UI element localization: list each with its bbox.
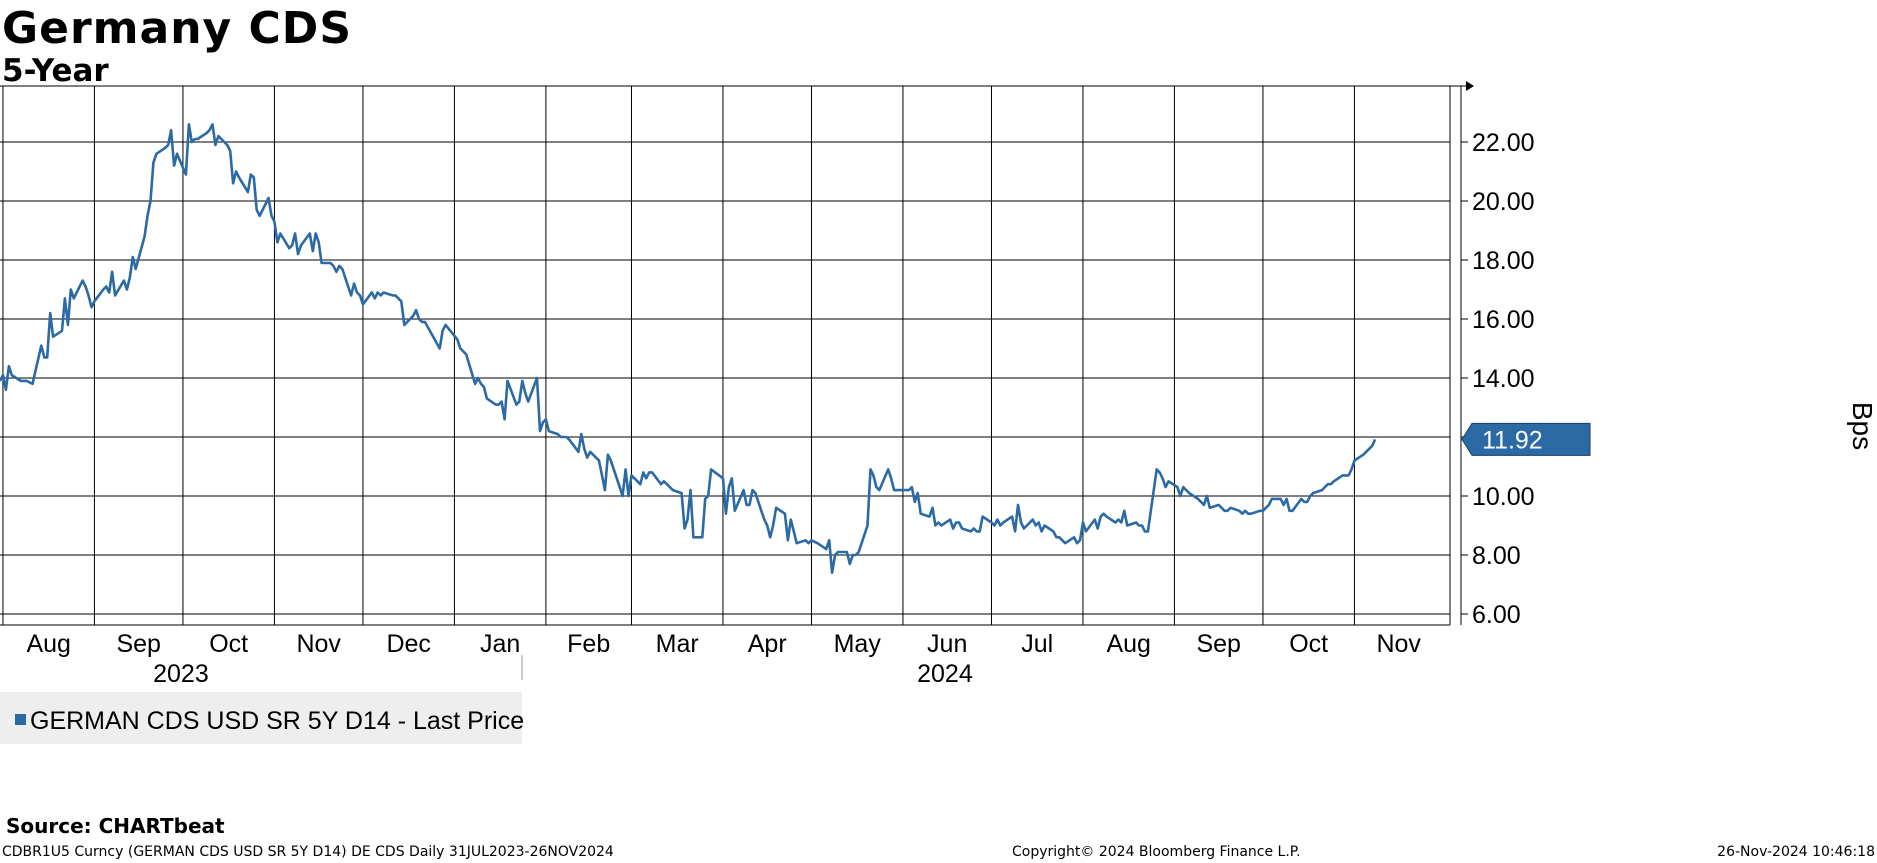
chart-title: Germany CDS <box>2 3 353 54</box>
y-tick-label-0: 6.00 <box>1472 601 1521 629</box>
x-tick-label-5: Jan <box>480 630 520 658</box>
x-tick-label-7: Mar <box>656 630 699 658</box>
y-axis-label: Bps <box>1847 402 1877 450</box>
y-tick-label-6: 18.00 <box>1472 247 1535 275</box>
x-tick-label-4: Dec <box>386 630 430 658</box>
legend-background <box>0 692 522 744</box>
y-tick-label-2: 10.00 <box>1472 483 1535 511</box>
x-tick-label-3: Nov <box>296 630 341 658</box>
x-axis-month-labels: Aug Sep Oct Nov Dec Jan Feb Mar Apr May Jun Jul Aug S… <box>26 630 1421 658</box>
x-tick-label-1: Sep <box>116 630 160 658</box>
chart: 6.008.0010.0012.0014.0016.0018.0020.0022… <box>0 81 1877 744</box>
y-tick-label-4: 14.00 <box>1472 365 1535 393</box>
x-tick-label-6: Feb <box>567 630 610 658</box>
last-value-text: 11.92 <box>1482 426 1543 454</box>
x-tick-label-10: Jun <box>927 630 967 658</box>
year-label-1: 2024 <box>917 660 973 688</box>
x-tick-label-12: Aug <box>1106 630 1150 658</box>
footer-timestamp: 26-Nov-2024 10:46:18 <box>1717 844 1875 860</box>
y-axis-ticks: 6.008.0010.0012.0014.0016.0018.0020.0022… <box>1461 129 1535 629</box>
last-value-badge <box>1461 422 1591 456</box>
footer-copyright: Copyright© 2024 Bloomberg Finance L.P. <box>1012 844 1301 860</box>
y-tick-label-8: 22.00 <box>1472 129 1535 157</box>
x-tick-label-13: Sep <box>1196 630 1240 658</box>
x-tick-label-11: Jul <box>1021 630 1053 658</box>
last-value-label: 11.92 <box>1461 422 1591 456</box>
legend-swatch <box>15 714 26 725</box>
y-tick-label-1: 8.00 <box>1472 542 1521 570</box>
x-tick-label-14: Oct <box>1289 630 1328 658</box>
y-tick-label-7: 20.00 <box>1472 188 1535 216</box>
plot-frame <box>0 81 1474 626</box>
footer-ticker-info: CDBR1U5 Curncy (GERMAN CDS USD SR 5Y D14… <box>2 844 614 860</box>
legend[interactable]: GERMAN CDS USD SR 5Y D14 - Last Price <box>0 692 524 744</box>
x-tick-label-9: May <box>834 630 882 658</box>
x-tick-label-2: Oct <box>209 630 248 658</box>
source-note: Source: CHARTbeat <box>6 814 225 838</box>
x-tick-label-15: Nov <box>1376 630 1421 658</box>
top-arrow <box>1466 81 1474 91</box>
x-tick-label-0: Aug <box>26 630 70 658</box>
series-line <box>0 123 1377 574</box>
year-label-0: 2023 <box>153 660 209 688</box>
chart-subtitle: 5-Year <box>2 53 109 89</box>
x-tick-label-8: Apr <box>748 630 787 658</box>
y-tick-label-5: 16.00 <box>1472 306 1535 334</box>
x-axis-year-labels: 2023 2024 <box>153 655 973 688</box>
grid-vertical-lines <box>2 86 1355 625</box>
grid-horizontal-lines <box>0 141 1450 615</box>
legend-label: GERMAN CDS USD SR 5Y D14 - Last Price <box>30 707 524 735</box>
